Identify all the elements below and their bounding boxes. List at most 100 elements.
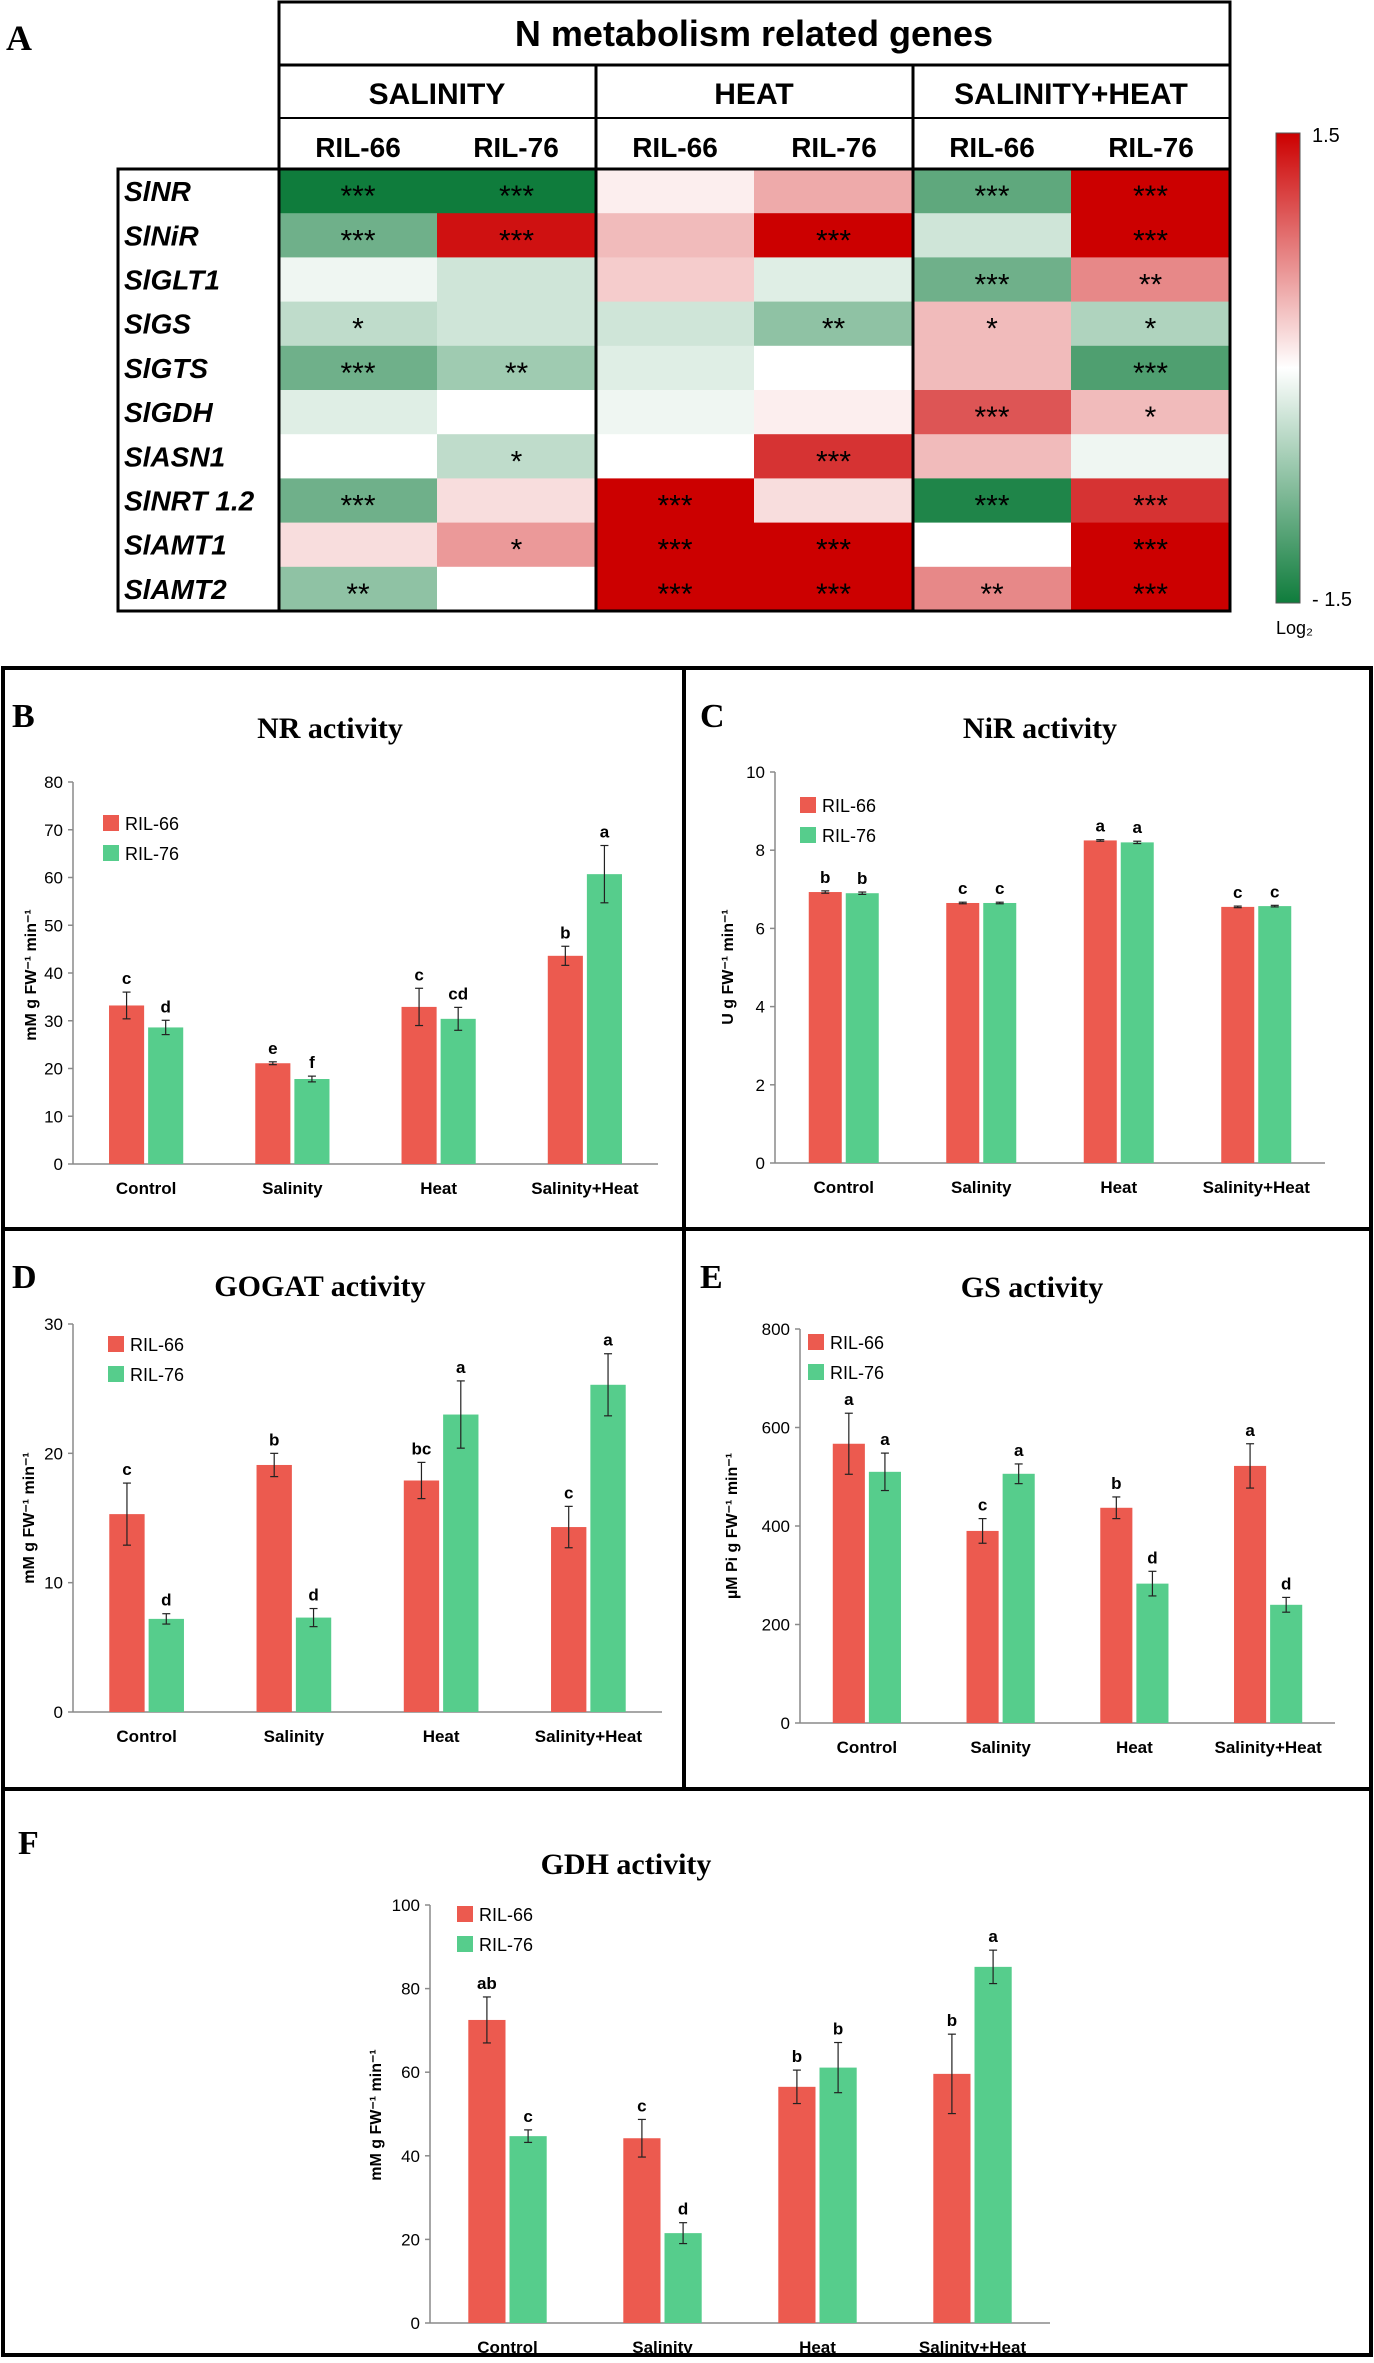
significance-letter: d	[161, 1591, 171, 1610]
gene-labels: SlNR SlNiR SlGLT1 SlGS SlGTS SlGDH SlASN1 SlNRT…	[124, 176, 255, 605]
bar	[819, 2067, 857, 2323]
legend-label: RIL-66	[822, 796, 876, 816]
significance-letter: a	[603, 1331, 613, 1350]
heatmap-cell	[596, 301, 754, 347]
significance-mark: ***	[657, 578, 692, 611]
heatmap-cell	[1071, 390, 1230, 435]
bar	[623, 2138, 661, 2323]
heatmap-cell	[1071, 301, 1230, 347]
heatmap-cell	[913, 566, 1071, 612]
legend-label: RIL-66	[479, 1905, 533, 1925]
heatmap-cell	[1071, 522, 1230, 568]
condition-label: SALINITY+HEAT	[954, 78, 1188, 111]
gene-label: SlGLT1	[124, 265, 220, 296]
heatmap-cell	[754, 345, 913, 391]
legend-swatch	[103, 845, 119, 861]
heatmap-cell	[913, 257, 1071, 303]
heatmap-cell	[913, 434, 1071, 479]
significance-letter: d	[678, 2200, 688, 2219]
heatmap-cell	[913, 390, 1071, 435]
x-tick-label: Salinity	[264, 1727, 325, 1746]
y-tick-label: 800	[762, 1320, 790, 1339]
bar	[832, 1443, 865, 1723]
bar	[440, 1018, 476, 1164]
condition-label: HEAT	[714, 78, 793, 111]
bar	[983, 902, 1017, 1163]
bar	[845, 893, 879, 1163]
y-tick-label: 0	[781, 1714, 790, 1733]
y-tick-label: 0	[54, 1155, 63, 1174]
chart-title: GS activity	[961, 1271, 1104, 1304]
significance-letter: a	[600, 823, 610, 842]
x-tick-label: Heat	[799, 2338, 836, 2357]
heatmap-cell	[279, 522, 437, 568]
heatmap-cell	[437, 169, 596, 214]
bar	[586, 874, 622, 1164]
heatmap-cell	[754, 522, 913, 568]
y-tick-label: 10	[44, 1107, 63, 1126]
chart-title: NiR activity	[963, 712, 1117, 745]
legend-swatch	[800, 827, 816, 843]
significance-letter: d	[1281, 1574, 1291, 1593]
bar	[255, 1063, 291, 1164]
significance-letter: d	[160, 997, 170, 1016]
legend-swatch	[808, 1334, 824, 1350]
significance-mark: ***	[1133, 490, 1168, 523]
significance-letter: c	[958, 879, 967, 898]
bar	[778, 2086, 816, 2323]
heatmap-cell	[913, 478, 1071, 524]
significance-mark: ***	[1133, 357, 1168, 390]
significance-letter: d	[1147, 1548, 1157, 1567]
heatmap-cell	[913, 301, 1071, 347]
bar	[1002, 1473, 1035, 1723]
significance-letter: c	[995, 879, 1004, 898]
significance-letter: a	[1014, 1441, 1024, 1460]
heatmap-cell	[754, 213, 913, 258]
heatmap-cell	[279, 345, 437, 391]
bar-chart-f: F GDH activity 0 20 40 60 80 100 mM g FW⁻¹ min⁻¹…	[18, 1825, 1050, 2357]
significance-mark: ***	[499, 180, 534, 213]
heatmap-cell	[596, 434, 754, 479]
y-tick-label: 30	[44, 1012, 63, 1031]
y-tick-label: 60	[401, 2063, 420, 2082]
legend-label: RIL-76	[830, 1363, 884, 1383]
significance-letter: bc	[412, 1439, 432, 1458]
bar	[1258, 906, 1292, 1163]
gene-label: SlAMT1	[124, 530, 227, 561]
significance-letter: b	[560, 923, 570, 942]
x-tick-label: Heat	[1116, 1738, 1153, 1757]
significance-mark: **	[822, 313, 846, 346]
heatmap-cell	[1071, 566, 1230, 612]
y-tick-label: 0	[411, 2314, 420, 2333]
y-tick-label: 6	[756, 919, 765, 938]
heatmap-cell	[913, 522, 1071, 568]
y-tick-label: 0	[54, 1703, 63, 1722]
significance-letter: cd	[448, 984, 468, 1003]
significance-letter: a	[456, 1358, 466, 1377]
y-tick-label: 4	[756, 998, 765, 1017]
gene-label: SlGS	[124, 309, 191, 340]
x-tick-label: Control	[814, 1178, 874, 1197]
line-label: RIL-66	[949, 132, 1035, 163]
chart-title: GDH activity	[541, 1848, 712, 1881]
significance-mark: ***	[1133, 578, 1168, 611]
panel-label: F	[18, 1825, 39, 1862]
significance-letter: ab	[477, 1974, 497, 1993]
heatmap-cell	[437, 566, 596, 612]
heatmap-cell	[754, 390, 913, 435]
bar	[547, 955, 583, 1164]
heatmap-cell	[596, 169, 754, 214]
heatmap-cell	[279, 301, 437, 347]
significance-mark: **	[1139, 269, 1163, 302]
significance-letter: a	[844, 1390, 854, 1409]
gene-label: SlGDH	[124, 397, 213, 428]
x-tick-label: Heat	[1100, 1178, 1137, 1197]
heatmap-cell	[437, 257, 596, 303]
line-label: RIL-66	[632, 132, 718, 163]
bar	[1234, 1465, 1267, 1723]
heatmap-title-box	[277, 0, 1232, 67]
bar	[966, 1530, 999, 1723]
bar	[808, 892, 842, 1163]
significance-mark: *	[986, 313, 998, 346]
bar	[551, 1527, 587, 1712]
